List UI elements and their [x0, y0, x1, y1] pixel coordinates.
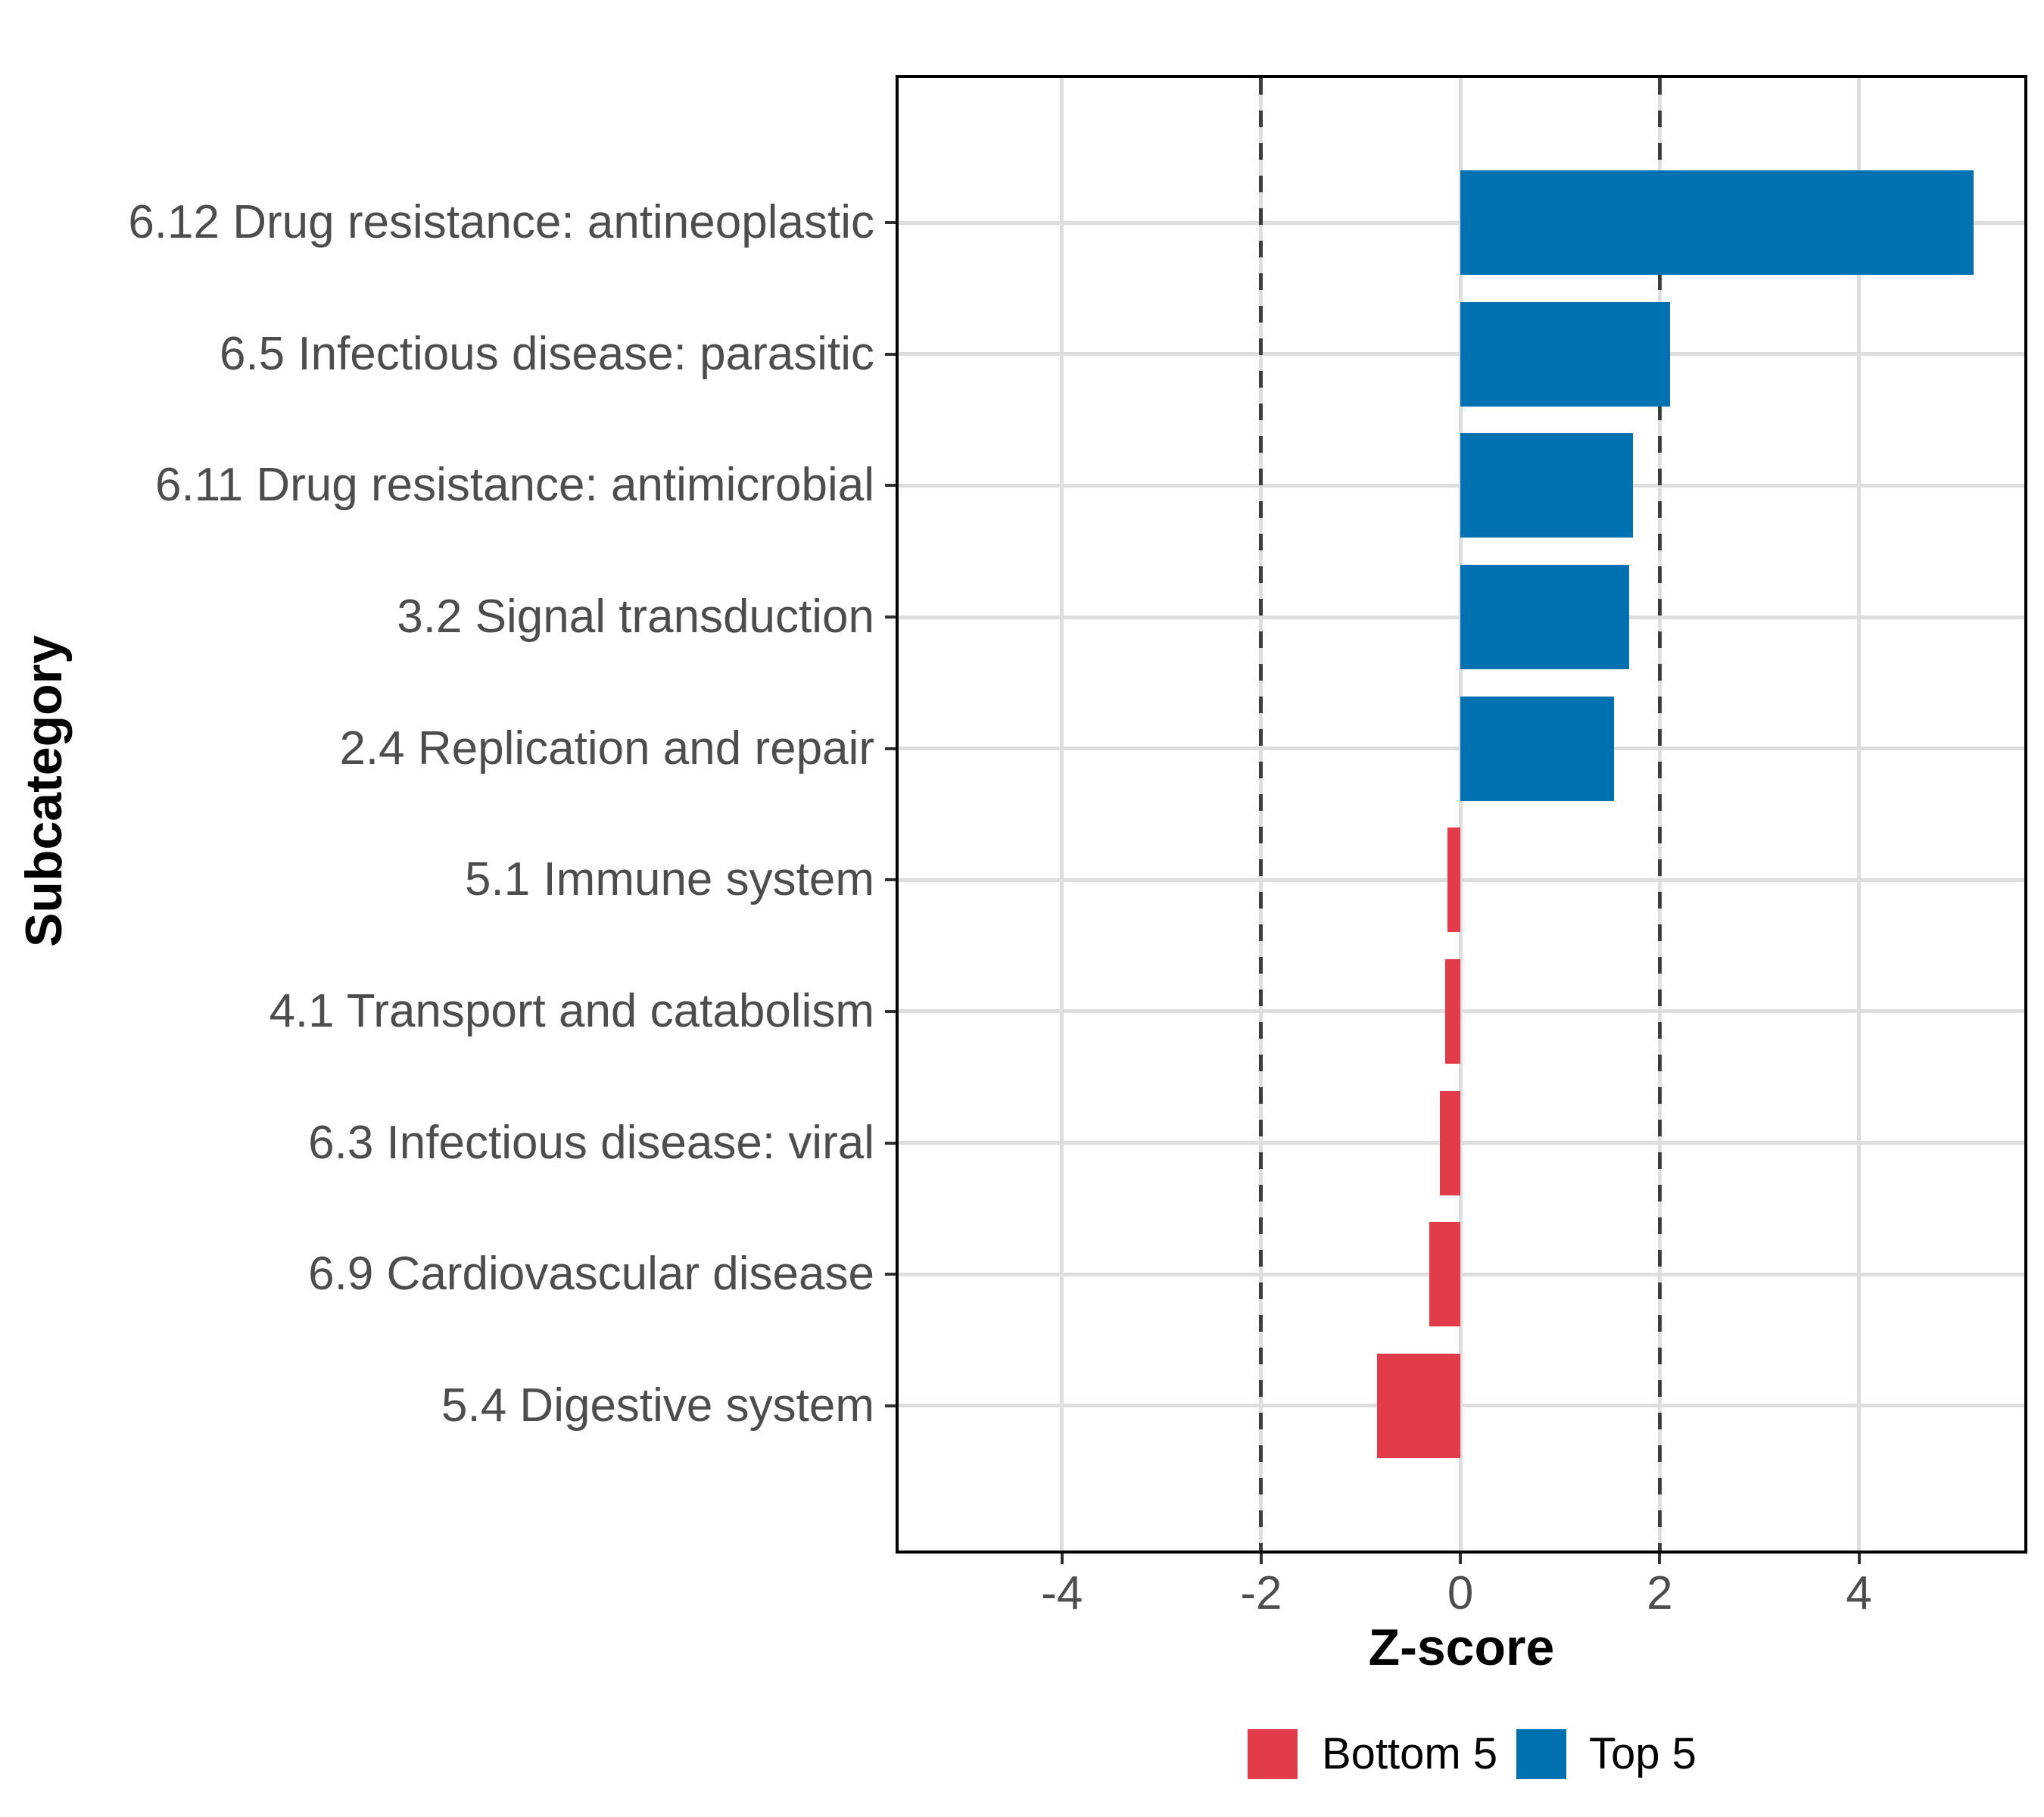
- category-label: 3.2 Signal transduction: [397, 591, 874, 643]
- bar-top5: [1460, 301, 1670, 407]
- x-axis-title: Z-score: [1368, 1619, 1555, 1676]
- y-tick-mark: [885, 1273, 896, 1276]
- bar-top5: [1460, 696, 1614, 801]
- x-tick-mark: [1060, 1554, 1064, 1564]
- y-gridline: [899, 1141, 2024, 1145]
- x-gridline: [1857, 78, 1862, 1551]
- y-tick-mark: [885, 221, 896, 225]
- category-label: 4.1 Transport and catabolism: [269, 984, 874, 1037]
- y-tick-mark: [885, 1141, 896, 1145]
- bar-bottom5: [1447, 827, 1461, 933]
- x-tick-label: 0: [1447, 1567, 1474, 1619]
- category-label: 6.5 Infectious disease: parasitic: [219, 327, 874, 380]
- category-label: 6.9 Cardiovascular disease: [308, 1248, 874, 1301]
- legend-label-top-5: Top 5: [1589, 1729, 1697, 1778]
- x-gridline: [1060, 78, 1064, 1551]
- y-gridline: [899, 1272, 2024, 1276]
- y-tick-mark: [885, 878, 896, 882]
- y-tick-mark: [885, 616, 896, 619]
- bar-top5: [1460, 170, 1974, 276]
- legend-label-bottom-5: Bottom 5: [1322, 1729, 1498, 1778]
- y-tick-mark: [885, 352, 896, 356]
- category-label: 5.4 Digestive system: [441, 1379, 874, 1432]
- x-gridline: [1458, 78, 1463, 1551]
- x-tick-mark: [1658, 1554, 1662, 1564]
- y-tick-mark: [885, 484, 896, 488]
- y-tick-mark: [885, 746, 896, 750]
- category-label: 5.1 Immune system: [465, 853, 874, 906]
- bar-top5: [1460, 433, 1633, 538]
- reference-line: [1259, 78, 1263, 1551]
- bar-bottom5: [1439, 1090, 1461, 1195]
- y-tick-mark: [885, 1009, 896, 1013]
- y-gridline: [899, 1009, 2024, 1014]
- y-gridline: [899, 877, 2024, 882]
- category-label: 6.12 Drug resistance: antineoplastic: [128, 196, 874, 249]
- reference-line: [1657, 78, 1662, 1551]
- legend-swatch-bottom-5: [1248, 1729, 1298, 1779]
- bar-top5: [1460, 565, 1629, 669]
- bar-bottom5: [1445, 958, 1461, 1064]
- x-tick-label: -4: [1041, 1567, 1083, 1619]
- bar-bottom5: [1429, 1222, 1461, 1327]
- x-tick-label: -2: [1240, 1567, 1282, 1619]
- legend-swatch-top-5: [1516, 1729, 1566, 1779]
- x-tick-label: 2: [1647, 1567, 1673, 1619]
- plot-panel: [896, 75, 2027, 1554]
- category-label: 6.11 Drug resistance: antimicrobial: [155, 459, 874, 512]
- x-tick-mark: [1459, 1554, 1463, 1564]
- x-tick-mark: [1259, 1554, 1263, 1564]
- y-gridline: [899, 1404, 2024, 1408]
- bar-bottom5: [1376, 1353, 1461, 1458]
- category-label: 6.3 Infectious disease: viral: [308, 1116, 874, 1169]
- x-tick-mark: [1857, 1554, 1861, 1564]
- category-label: 2.4 Replication and repair: [339, 722, 874, 774]
- y-tick-mark: [885, 1404, 896, 1407]
- x-tick-label: 4: [1846, 1567, 1872, 1619]
